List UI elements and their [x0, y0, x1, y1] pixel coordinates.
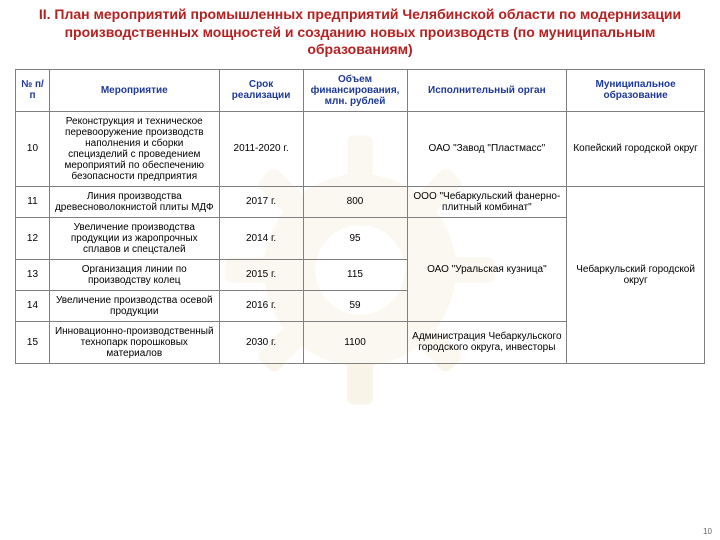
plan-table: № п/п Мероприятие Срок реализации Объем … [15, 69, 705, 364]
cell-num: 12 [16, 217, 50, 259]
cell-event: Реконструкция и техническое перевооружен… [49, 111, 219, 186]
cell-exec: Администрация Чебаркульского городского … [407, 321, 567, 363]
cell-mun: Копейский городской округ [567, 111, 705, 186]
cell-term: 2016 г. [219, 290, 303, 321]
table-header-row: № п/п Мероприятие Срок реализации Объем … [16, 69, 705, 111]
cell-term: 2011-2020 г. [219, 111, 303, 186]
cell-num: 11 [16, 186, 50, 217]
cell-exec: ООО "Чебаркульский фанерно-плитный комби… [407, 186, 567, 217]
cell-volume: 59 [303, 290, 407, 321]
cell-volume [303, 111, 407, 186]
table-row: 10 Реконструкция и техническое перевоору… [16, 111, 705, 186]
page-title: II. План мероприятий промышленных предпр… [0, 0, 720, 69]
col-header-mun: Муниципальное образование [567, 69, 705, 111]
cell-volume: 1100 [303, 321, 407, 363]
cell-term: 2017 г. [219, 186, 303, 217]
page-number: 10 [703, 527, 712, 536]
cell-num: 15 [16, 321, 50, 363]
col-header-term: Срок реализации [219, 69, 303, 111]
cell-num: 13 [16, 259, 50, 290]
cell-mun-merged: Чебаркульский городской округ [567, 186, 705, 363]
cell-volume: 115 [303, 259, 407, 290]
cell-exec: ОАО "Завод "Пластмасс" [407, 111, 567, 186]
cell-num: 14 [16, 290, 50, 321]
cell-event: Организация линии по производству колец [49, 259, 219, 290]
table-row: 11 Линия производства древесноволокнисто… [16, 186, 705, 217]
cell-term: 2014 г. [219, 217, 303, 259]
cell-event: Линия производства древесноволокнистой п… [49, 186, 219, 217]
col-header-exec: Исполнительный орган [407, 69, 567, 111]
cell-event: Инновационно-производственный технопарк … [49, 321, 219, 363]
cell-volume: 95 [303, 217, 407, 259]
col-header-event: Мероприятие [49, 69, 219, 111]
col-header-volume: Объем финансирования, млн. рублей [303, 69, 407, 111]
cell-volume: 800 [303, 186, 407, 217]
cell-event: Увеличение производства осевой продукции [49, 290, 219, 321]
cell-exec-merged: ОАО "Уральская кузница" [407, 217, 567, 321]
cell-term: 2030 г. [219, 321, 303, 363]
col-header-num: № п/п [16, 69, 50, 111]
cell-num: 10 [16, 111, 50, 186]
cell-term: 2015 г. [219, 259, 303, 290]
cell-event: Увеличение производства продукции из жар… [49, 217, 219, 259]
